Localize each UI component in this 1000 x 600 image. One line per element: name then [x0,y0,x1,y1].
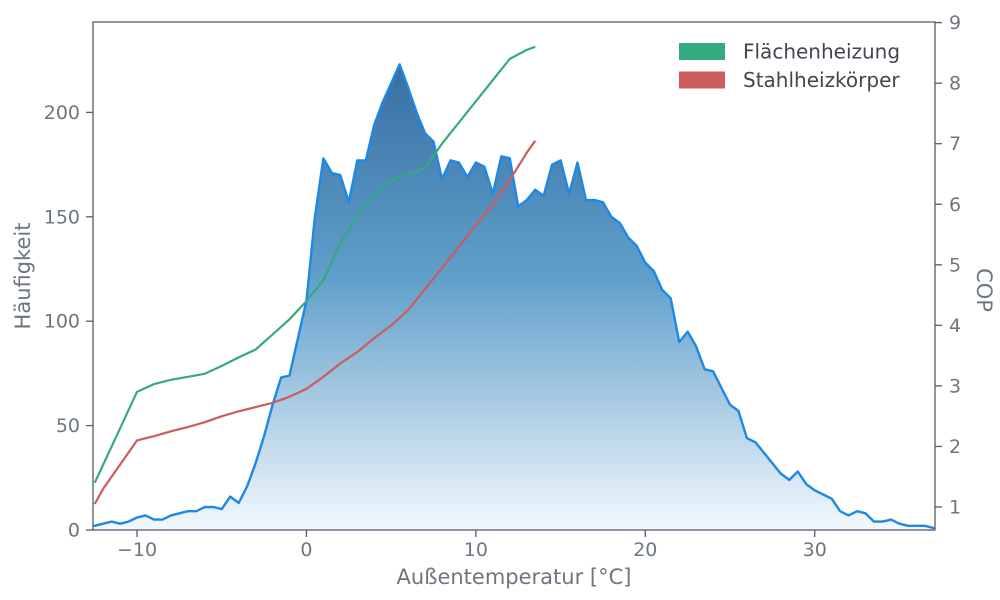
x-axis-label: Außentemperatur [°C] [397,565,632,589]
y-right-tick-label: 9 [949,12,961,34]
y-right-tick-label: 8 [949,73,961,95]
histogram-line [93,63,935,530]
legend-item-fl-chenheizung: Flächenheizung [679,40,900,64]
y-left-tick-label: 200 [44,102,80,124]
y-left-tick-label: 150 [44,206,80,228]
tick-marks [86,21,942,537]
tick-labels: −10 0 10 20 30 0 50 100 150 200 1 2 3 4 5 6 7 8 9 [44,12,961,561]
axes-spines [92,21,936,531]
y-left-tick-label: 50 [56,415,80,437]
y-right-tick-label: 6 [949,194,961,216]
y-right-tick-label: 4 [949,315,961,337]
y-right-tick-label: 1 [949,496,961,518]
y-left-tick-label: 0 [68,520,80,542]
histogram-area [94,64,934,530]
legend-item-stahlheizk-rper: Stahlheizkörper [679,68,900,92]
y-left-tick-label: 100 [44,311,80,333]
legend-swatch-fl-chenheizung [679,43,725,60]
x-tick-label: 20 [633,539,657,561]
y-right-tick-label: 7 [949,133,961,155]
y-right-axis-label: COP [972,268,996,312]
y-right-tick-label: 2 [949,436,961,458]
y-right-tick-label: 5 [949,254,961,276]
plot-area: −10 0 10 20 30 0 50 100 150 200 1 2 3 4 5 6 7 8 9 [44,12,961,561]
y-left-axis-label: Häufigkeit [11,223,35,330]
x-tick-label: 0 [300,539,312,561]
x-tick-label: −10 [117,539,157,561]
legend-swatch-stahlheizk-rper [679,71,725,89]
legend-label-fl-chenheizung: Flächenheizung [743,40,900,64]
x-tick-label: 10 [464,539,488,561]
x-tick-label: 30 [803,539,827,561]
legend: Flächenheizung Stahlheizkörper [679,40,900,92]
histogram-series [93,63,935,530]
legend-label-stahlheizk-rper: Stahlheizkörper [743,68,900,92]
y-right-tick-label: 3 [949,375,961,397]
fl-chenheizung-line [93,45,536,484]
stahlheizk-rper-line [93,140,537,505]
